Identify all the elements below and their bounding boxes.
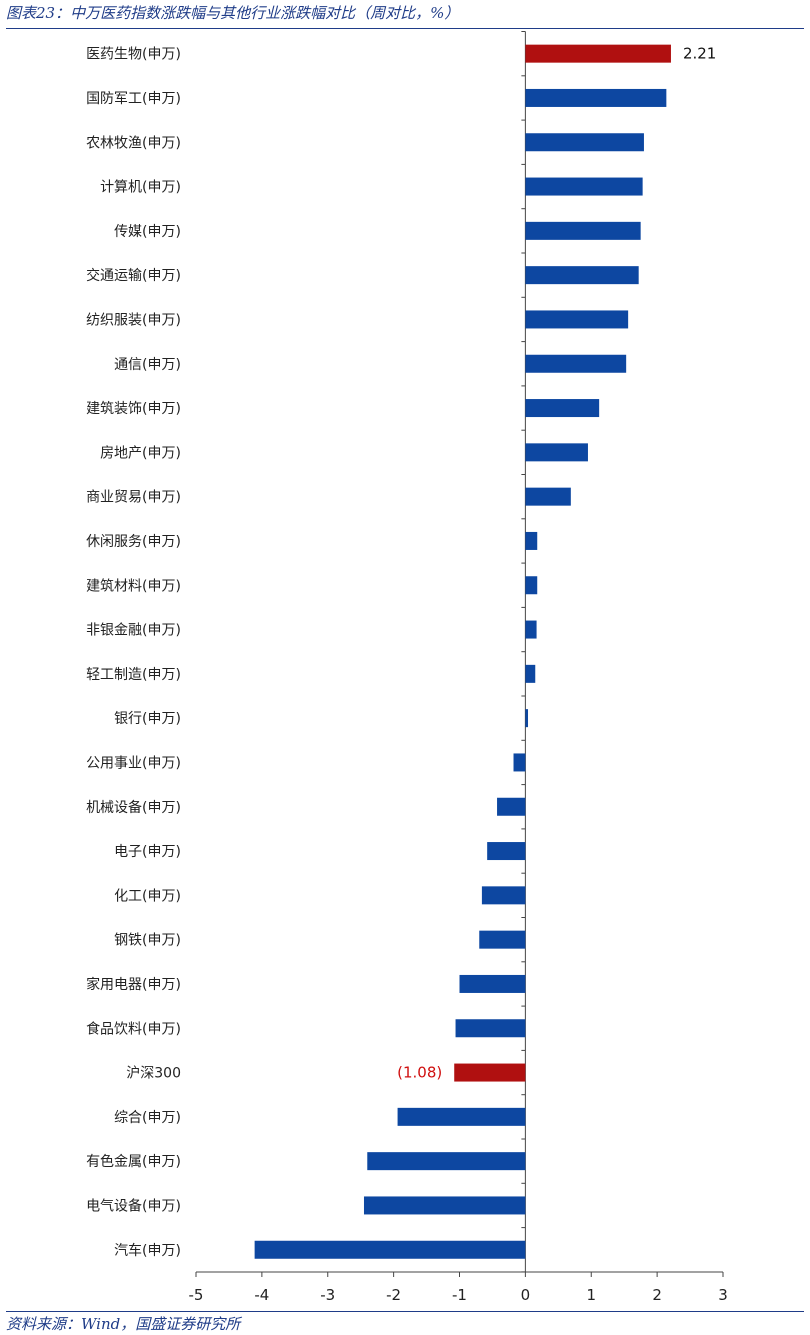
- bar: [525, 266, 639, 285]
- figure-source: 资料来源：Wind，国盛证券研究所: [6, 1315, 241, 1333]
- x-tick-label: -4: [254, 1286, 269, 1304]
- x-tick-label: 1: [586, 1286, 596, 1304]
- category-label: 家用电器(申万): [86, 976, 181, 993]
- bar: [397, 1107, 526, 1126]
- category-label: 计算机(申万): [100, 180, 181, 196]
- category-label: 纺织服装(申万): [86, 312, 181, 328]
- bar: [479, 930, 526, 949]
- category-label: 医药生物(申万): [86, 47, 181, 63]
- data-label: 2.21: [683, 45, 716, 63]
- bar: [525, 709, 529, 728]
- bar: [525, 664, 536, 683]
- bar: [455, 1019, 526, 1038]
- bar: [481, 886, 526, 905]
- bar: [525, 576, 538, 595]
- category-label: 钢铁(申万): [114, 933, 181, 949]
- bar: [363, 1196, 526, 1215]
- bar: [525, 44, 671, 63]
- x-tick-label: 2: [652, 1286, 662, 1304]
- category-label: 传媒(申万): [114, 224, 181, 240]
- category-label: 综合(申万): [114, 1110, 181, 1126]
- x-tick-label: -5: [189, 1286, 204, 1304]
- category-label: 电气设备(申万): [86, 1197, 181, 1214]
- category-label: 建筑材料(申万): [86, 578, 181, 594]
- category-label: 有色金属(申万): [86, 1153, 181, 1170]
- category-label: 建筑装饰(申万): [86, 401, 181, 417]
- bar: [525, 399, 600, 418]
- data-label: (1.08): [397, 1064, 442, 1082]
- title-divider: [6, 28, 804, 29]
- bar: [254, 1240, 526, 1259]
- x-tick-label: -2: [386, 1286, 401, 1304]
- category-label: 电子(申万): [114, 844, 181, 860]
- category-label: 房地产(申万): [100, 445, 181, 461]
- bar: [525, 177, 643, 196]
- category-label: 食品饮料(申万): [86, 1020, 181, 1037]
- bar: [525, 133, 644, 152]
- category-label: 交通运输(申万): [86, 267, 181, 284]
- bar: [525, 310, 629, 329]
- x-tick-label: -3: [320, 1286, 335, 1304]
- bar: [525, 531, 538, 550]
- category-label: 银行(申万): [114, 711, 181, 727]
- bar: [367, 1152, 526, 1171]
- x-tick-label: 0: [521, 1286, 531, 1304]
- bar: [454, 1063, 526, 1082]
- bar: [525, 221, 641, 240]
- category-label: 机械设备(申万): [86, 799, 181, 816]
- category-label: 商业贸易(申万): [86, 490, 181, 506]
- bar: [525, 354, 627, 373]
- bar: [525, 487, 571, 506]
- bar: [487, 842, 526, 861]
- category-label: 农林牧渔(申万): [86, 135, 181, 151]
- category-label: 公用事业(申万): [86, 755, 181, 771]
- bar: [525, 88, 667, 107]
- category-label: 非银金融(申万): [86, 623, 181, 639]
- category-label: 轻工制造(申万): [86, 667, 181, 683]
- category-label: 汽车(申万): [114, 1242, 181, 1259]
- figure-title: 图表23：中万医药指数涨跌幅与其他行业涨跌幅对比（周对比，%）: [6, 4, 460, 22]
- category-label: 国防军工(申万): [86, 91, 181, 107]
- source-divider: [6, 1311, 804, 1312]
- category-label: 沪深300: [126, 1066, 181, 1082]
- category-label: 休闲服务(申万): [86, 534, 181, 550]
- bar: [459, 974, 526, 993]
- x-tick-label: 3: [718, 1286, 728, 1304]
- x-tick-label: -1: [452, 1286, 467, 1304]
- category-label: 化工(申万): [114, 888, 181, 904]
- bar: [525, 443, 588, 462]
- bar: [497, 797, 526, 816]
- bar: [525, 620, 537, 639]
- category-label: 通信(申万): [114, 357, 181, 373]
- bar: [513, 753, 526, 772]
